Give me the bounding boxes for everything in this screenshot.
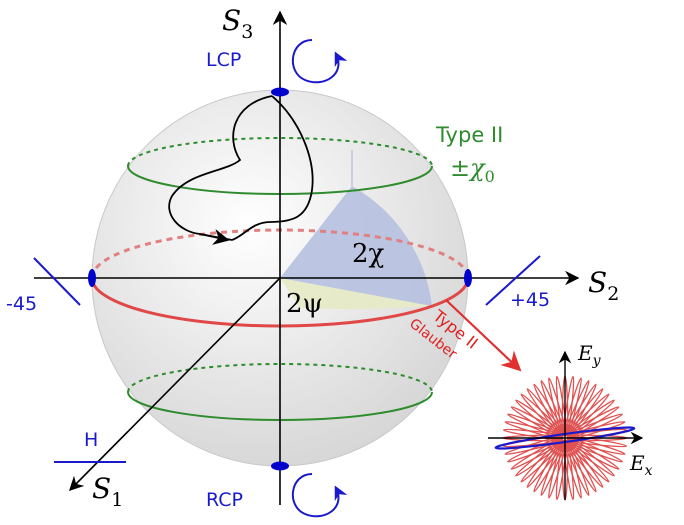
ex-label: Ex [629, 451, 653, 479]
polarization-trajectory-curve [168, 95, 314, 241]
left-equator-marker [88, 269, 96, 287]
h-label: H [84, 429, 98, 451]
s3-axis-label: S3 [222, 4, 253, 43]
longitude-angle-label: 2ψ [286, 289, 323, 319]
lcp-label: LCP [206, 49, 241, 71]
right-45-marker-line [485, 255, 541, 306]
glauber-pointer-arrow [445, 299, 522, 372]
left-45-marker-line [33, 257, 81, 306]
plus-45-label: +45 [510, 289, 550, 311]
right-equator-marker [464, 269, 472, 287]
latitude-wedge [280, 186, 432, 306]
latitude-angle-label: 2χ [352, 239, 385, 269]
rcp-pole-marker [271, 461, 289, 471]
s1-axis [68, 277, 281, 492]
lcp-rotation-arrow [291, 39, 348, 84]
minus-45-label: -45 [6, 293, 37, 315]
longitude-wedge [280, 278, 432, 310]
type-ii-label: Type II [435, 123, 503, 147]
rcp-rotation-arrow [291, 473, 348, 518]
lcp-pole-marker [271, 87, 289, 97]
ey-label: Ey [577, 341, 602, 369]
trajectory-arrow [199, 229, 230, 245]
s2-axis-label: S2 [588, 266, 619, 305]
type-ii-chi-label: ±χ0 [450, 154, 495, 186]
s1-axis-label: S1 [92, 472, 123, 511]
rcp-label: RCP [206, 489, 243, 511]
